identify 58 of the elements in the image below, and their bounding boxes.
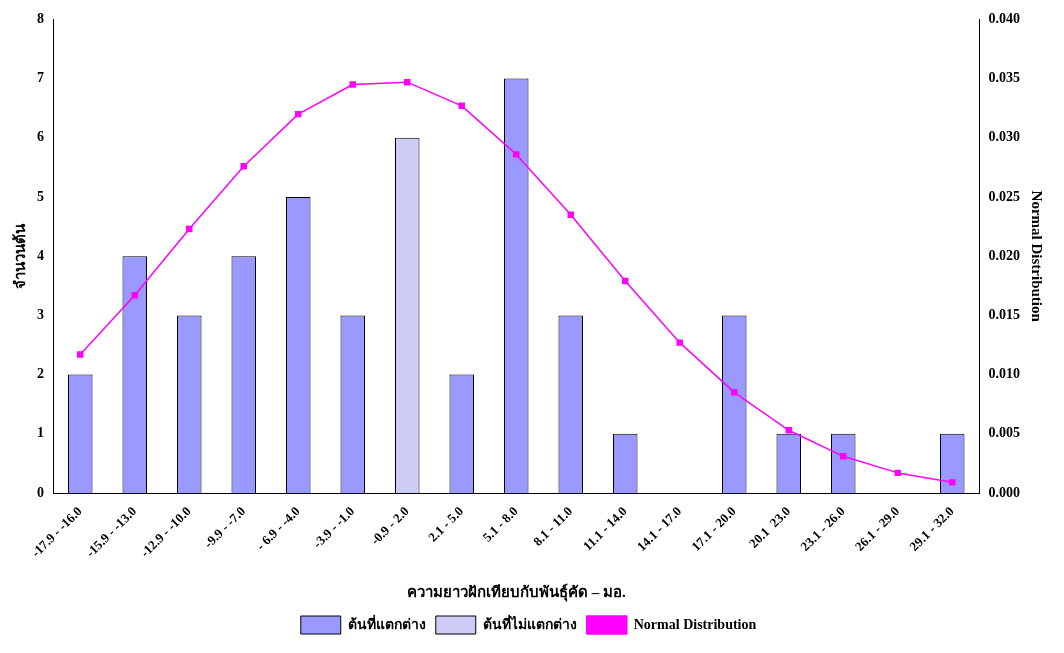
y2-tick-label: 0.035 [988,70,1020,86]
x-tick-label: -0.9 - 2.0 [367,503,412,548]
point [240,163,247,170]
legend-label: ต้นที่ไม่แตกต่าง [482,613,577,632]
point [731,389,738,396]
x-tick-label: -12.9 - -10.0 [137,503,194,560]
y2-tick-label: 0.015 [988,307,1020,323]
y-tick-label: 7 [37,70,44,86]
x-tick-label: -17.9 - -16.0 [28,503,85,560]
y-tick-label: 2 [37,366,44,382]
y-tick-label: 4 [37,247,44,263]
legend-label: ต้นที่แตกต่าง [347,613,426,632]
point [894,469,901,477]
y2-tick-label: 0.025 [988,188,1020,204]
x-tick-label: 23.1 - 26.0 [797,503,848,554]
x-tick-label: 17.1 - 20.0 [688,503,739,554]
point [77,351,84,358]
y-tick-label: 8 [37,11,44,27]
y-tick-label: 0 [37,484,44,500]
x-tick-label: 2.1 - 5.0 [424,503,467,545]
y-tick-label: 5 [37,188,44,204]
legend-label: Normal Distribution [633,616,757,632]
x-axis-title: ความยาวฝักเทียบกับพันธุ์คัด – มอ. [406,582,626,602]
x-tick-label: 29.1 - 32.0 [906,503,957,554]
x-tick-label: -15.9 - -13.0 [82,503,140,560]
x-tick-label: 8.1 - 11.0 [529,503,576,549]
y2-tick-label: 0.020 [988,247,1020,263]
x-tick-label: 5.1 - 8.0 [479,503,521,545]
point [622,277,629,285]
y2-axis-title: Normal Distribution [1029,190,1046,323]
y2-tick-label: 0.030 [988,129,1020,145]
point [458,102,465,110]
point [131,292,138,299]
y2-tick-label: 0.040 [988,11,1020,27]
y2-tick-label: 0.005 [988,425,1020,441]
point [785,427,792,434]
y-axis-title: จำนวนต้น [11,222,28,289]
y-tick-label: 3 [37,307,44,323]
point [840,453,847,460]
point [404,78,411,86]
x-tick-label: 14.1 - 17.0 [633,503,685,554]
x-tick-label: 20.1 23.0 [745,503,794,551]
y2-tick-label: 0.010 [988,366,1020,382]
point [676,339,683,346]
point [295,110,302,118]
point [567,211,574,218]
point [949,479,956,486]
y-tick-label: 1 [37,425,44,441]
x-tick-label: 26.1 - 29.0 [851,503,903,554]
y2-tick-label: 0.000 [988,484,1020,500]
x-tick-label: -3.9 - -1.0 [309,503,358,551]
point [513,151,520,158]
x-tick-label: - 6.9 - -4.0 [253,503,303,554]
point [186,225,193,233]
point [349,81,356,88]
x-tick-label: 11.1 - 14.0 [579,503,630,554]
y-tick-label: 6 [37,129,44,145]
x-tick-label: -9.9 - -7.0 [200,503,249,551]
